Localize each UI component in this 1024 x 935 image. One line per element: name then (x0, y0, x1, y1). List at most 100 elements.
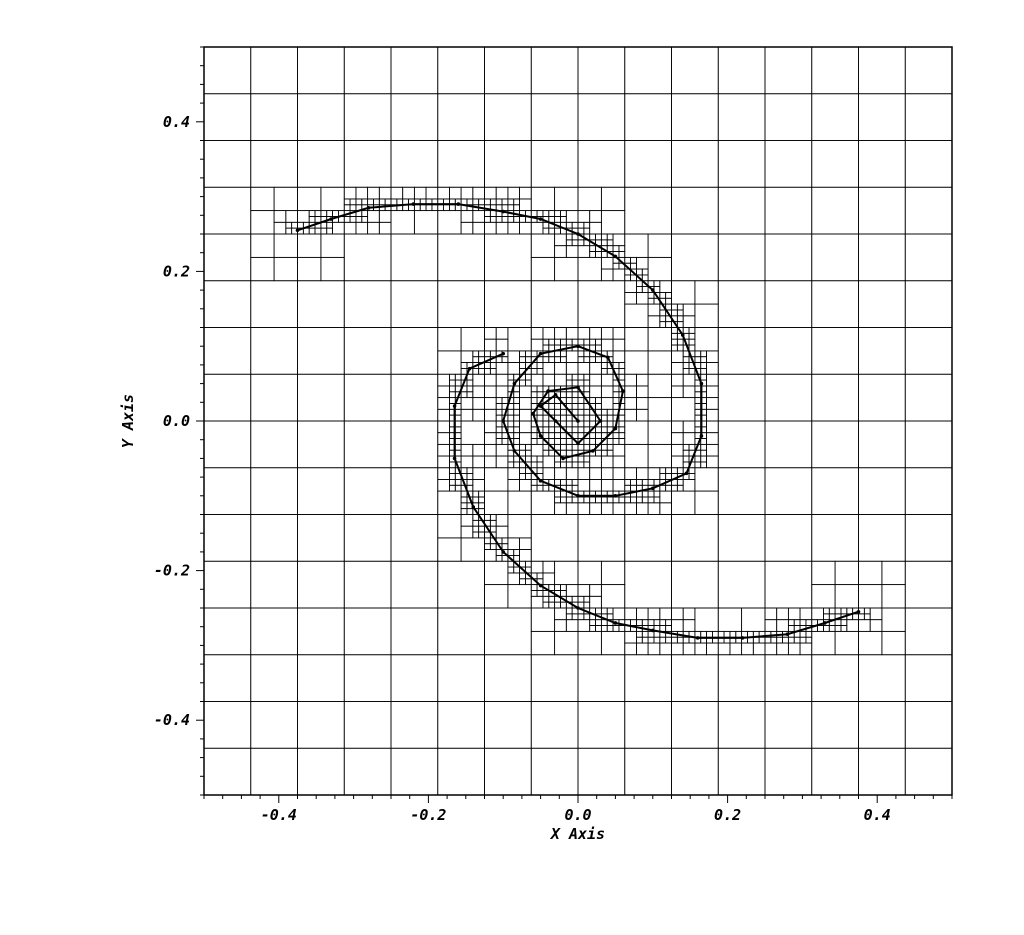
mesh-cell (361, 210, 369, 217)
mesh-cell (542, 484, 550, 492)
mesh-cell (700, 350, 707, 358)
mesh-cell (589, 479, 602, 492)
mesh-cell (811, 46, 859, 95)
mesh-cell (671, 619, 684, 632)
mesh-cell (495, 420, 503, 428)
mesh-cell (560, 490, 567, 498)
mesh-cell (571, 496, 579, 504)
mesh-cell (636, 630, 643, 638)
mesh-cell (600, 397, 614, 410)
mesh-cell (752, 636, 760, 644)
mesh-cell (297, 186, 322, 212)
mesh-cell (624, 233, 649, 258)
mesh-cell (589, 327, 602, 340)
mesh-cell (636, 479, 643, 486)
mesh-cell (618, 368, 626, 375)
mesh-cell (694, 391, 702, 399)
mesh-cell (659, 607, 672, 621)
mesh-cell (297, 233, 322, 258)
mesh-cell (764, 46, 813, 95)
mesh-cell (676, 303, 684, 311)
mesh-cell (507, 204, 515, 212)
mesh-cell (466, 508, 474, 515)
mesh-cell (472, 221, 485, 235)
mesh-cell (811, 93, 859, 141)
mesh-cell (858, 701, 906, 749)
mesh-cell (530, 590, 538, 597)
curve-point (538, 404, 543, 408)
mesh-cell (671, 636, 678, 644)
mesh-cell (203, 560, 252, 609)
mesh-cell (571, 455, 579, 463)
mesh-cell (431, 204, 439, 212)
mesh-cell (612, 502, 626, 515)
mesh-cell (513, 438, 520, 445)
mesh-cell (600, 338, 614, 352)
mesh-cell (297, 373, 345, 422)
y-tick-label: 0.4 (163, 113, 190, 131)
mesh-cell (571, 373, 579, 381)
mesh-cell (706, 630, 713, 638)
mesh-cell (507, 455, 515, 463)
mesh-cell (542, 443, 550, 451)
mesh-cell (583, 613, 591, 621)
mesh-cell (577, 502, 591, 515)
mesh-cell (285, 221, 293, 229)
curve-point (512, 381, 517, 386)
mesh-cell (700, 362, 707, 369)
mesh-cell (273, 186, 298, 212)
mesh-cell (717, 642, 731, 656)
mesh-cell (600, 362, 608, 369)
curve-point (501, 209, 506, 214)
mesh-cell (565, 613, 573, 621)
mesh-cell (554, 256, 579, 282)
mesh-cell (378, 221, 392, 235)
mesh-cell (659, 321, 667, 328)
mesh-cell (671, 747, 719, 796)
mesh-cell (507, 461, 515, 469)
mesh-cell (858, 186, 906, 235)
curve-point (823, 621, 827, 625)
mesh-cell (332, 221, 345, 235)
mesh-cell (250, 140, 298, 188)
mesh-cell (484, 216, 491, 223)
mesh-cell (449, 204, 456, 212)
mesh-cell (595, 233, 602, 241)
mesh-cell (612, 467, 626, 480)
mesh-cell (308, 227, 316, 235)
mesh-cell (343, 701, 392, 749)
mesh-cell (484, 654, 532, 702)
mesh-cell (437, 93, 485, 141)
curve-point (576, 441, 580, 446)
mesh-cell (583, 227, 591, 235)
mesh-cell (717, 607, 743, 632)
mesh-cell (560, 408, 567, 416)
mesh-cell (706, 432, 719, 445)
x-tick-label: -0.4 (261, 806, 297, 824)
mesh-cell (519, 420, 532, 434)
mesh-cell (811, 630, 836, 656)
mesh-cell (343, 140, 392, 188)
mesh-cell (624, 280, 637, 293)
mesh-cell (250, 373, 298, 422)
mesh-cell (460, 537, 485, 562)
mesh-cell (314, 216, 322, 223)
mesh-cell (554, 362, 567, 375)
mesh-cell (437, 537, 462, 562)
mesh-cell (472, 525, 480, 533)
mesh-cell (203, 327, 252, 375)
mesh-cell (764, 327, 813, 375)
mesh-cell (513, 426, 520, 434)
mesh-cell (250, 233, 275, 258)
curve-point (576, 344, 580, 349)
mesh-cell (484, 338, 497, 352)
mesh-cell (203, 514, 252, 562)
mesh-cell (694, 420, 702, 428)
mesh-cell (612, 338, 626, 352)
mesh-cell (554, 227, 561, 235)
mesh-cell (577, 455, 585, 463)
mesh-cell (542, 356, 550, 363)
mesh-cell (297, 467, 345, 515)
mesh-cell (577, 210, 591, 223)
mesh-cell (437, 210, 462, 235)
